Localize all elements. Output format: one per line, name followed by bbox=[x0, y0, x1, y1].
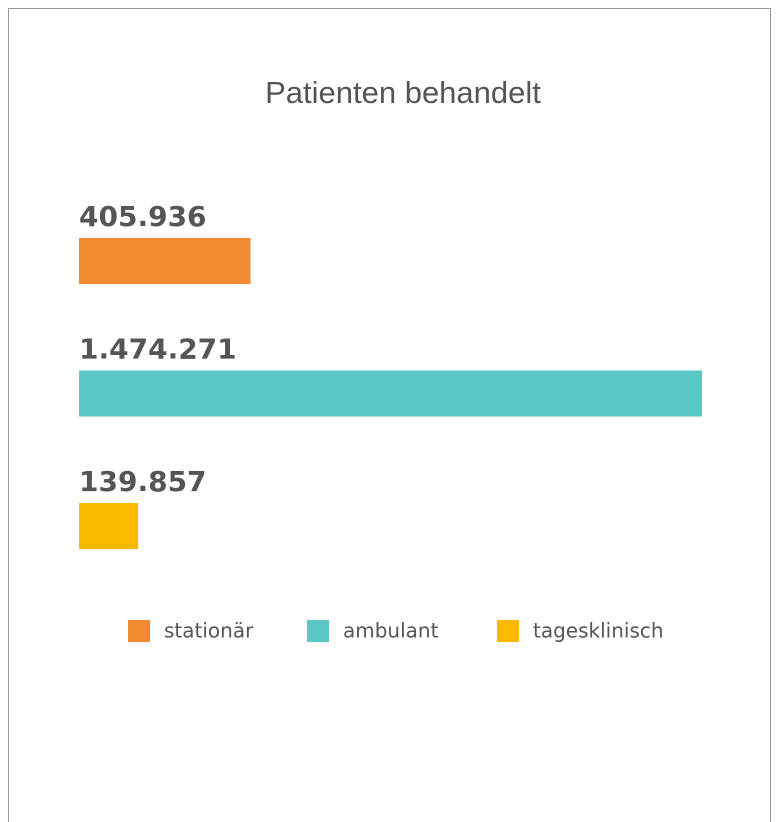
value-label: 139.857 bbox=[79, 465, 207, 498]
legend-swatch bbox=[497, 620, 519, 642]
bar bbox=[79, 503, 139, 549]
value-label: 405.936 bbox=[79, 200, 207, 233]
chart-title: Patienten behandelt bbox=[265, 75, 541, 110]
legend-label: stationär bbox=[164, 619, 254, 643]
value-label: 1.474.271 bbox=[79, 333, 237, 366]
bar bbox=[79, 370, 702, 417]
legend-label: tagesklinisch bbox=[533, 619, 664, 643]
legend-swatch bbox=[307, 620, 329, 642]
frame bbox=[8, 8, 771, 822]
legend-label: ambulant bbox=[343, 619, 439, 643]
bar bbox=[79, 238, 251, 284]
legend-swatch bbox=[128, 620, 150, 642]
